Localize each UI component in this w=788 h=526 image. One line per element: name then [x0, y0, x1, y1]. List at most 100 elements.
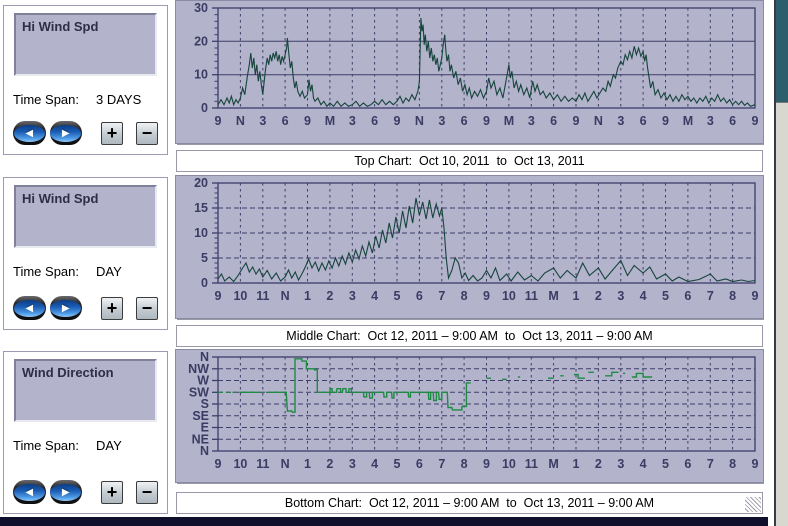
- middle-chart-caption-text: Middle Chart: Oct 12, 2011 – 9:00 AM to …: [286, 329, 653, 343]
- svg-text:9: 9: [215, 457, 222, 471]
- svg-text:6: 6: [282, 114, 289, 128]
- top-time-span-row: Time Span: 3 DAYS: [13, 92, 167, 107]
- svg-text:10: 10: [233, 457, 247, 471]
- svg-text:M: M: [325, 114, 335, 128]
- svg-text:7: 7: [707, 289, 714, 303]
- middle-zoom-out-button[interactable]: −: [136, 296, 158, 320]
- middle-graph-type-listbox[interactable]: Hi Wind Spd: [14, 185, 157, 248]
- bottom-scroll-left-button[interactable]: ◀: [13, 480, 46, 504]
- time-span-label: Time Span:: [13, 438, 79, 453]
- top-scroll-right-button[interactable]: ▶: [49, 121, 82, 145]
- middle-scroll-right-button[interactable]: ▶: [49, 296, 82, 320]
- svg-text:6: 6: [416, 289, 423, 303]
- top-zoom-out-button[interactable]: −: [136, 121, 158, 145]
- svg-text:8: 8: [461, 289, 468, 303]
- svg-text:3: 3: [617, 457, 624, 471]
- svg-text:3: 3: [349, 457, 356, 471]
- middle-time-span-row: Time Span: DAY: [13, 264, 167, 279]
- svg-text:10: 10: [194, 68, 208, 82]
- svg-text:9: 9: [752, 457, 759, 471]
- svg-text:3: 3: [528, 114, 535, 128]
- svg-text:10: 10: [502, 457, 516, 471]
- svg-text:8: 8: [729, 457, 736, 471]
- background-window-teal-area: [776, 0, 788, 102]
- svg-text:2: 2: [595, 289, 602, 303]
- svg-text:M: M: [548, 457, 558, 471]
- svg-text:3: 3: [259, 114, 266, 128]
- bottom-scroll-right-button[interactable]: ▶: [49, 480, 82, 504]
- svg-text:N: N: [200, 350, 209, 364]
- svg-text:9: 9: [483, 457, 490, 471]
- svg-text:7: 7: [707, 457, 714, 471]
- svg-text:10: 10: [502, 289, 516, 303]
- svg-text:5: 5: [662, 289, 669, 303]
- svg-text:5: 5: [394, 457, 401, 471]
- svg-text:1: 1: [573, 457, 580, 471]
- svg-text:5: 5: [201, 251, 208, 265]
- bottom-zoom-in-button[interactable]: +: [101, 480, 123, 504]
- bottom-graph-type-selected: Wind Direction: [22, 365, 114, 380]
- svg-text:9: 9: [394, 114, 401, 128]
- svg-text:6: 6: [729, 114, 736, 128]
- top-scroll-left-button[interactable]: ◀: [13, 121, 46, 145]
- svg-text:9: 9: [752, 289, 759, 303]
- svg-text:20: 20: [194, 176, 208, 190]
- svg-text:9: 9: [662, 114, 669, 128]
- top-chart-plot[interactable]: 0 10 20 30 9 N 3 6 9 M 3 6 9 N 3 6 9 M 3 6 9 N 3 6 9 M 3 6 9: [176, 1, 763, 143]
- svg-text:9: 9: [483, 289, 490, 303]
- svg-text:9: 9: [304, 114, 311, 128]
- svg-text:15: 15: [194, 201, 208, 215]
- left-arrow-icon: ◀: [13, 124, 45, 142]
- svg-text:1: 1: [304, 289, 311, 303]
- bottom-graph-type-listbox[interactable]: Wind Direction: [14, 359, 157, 422]
- top-control-panel: Hi Wind Spd Time Span: 3 DAYS ◀ ▶ + −: [3, 5, 168, 155]
- middle-chart-plot[interactable]: 0 5 10 15 20 9 10 11 N 1 2 3 4 5 6 7 8 9 10 11 M 1 2 3 4 5 6 7 8 9: [176, 176, 763, 318]
- svg-text:6: 6: [416, 457, 423, 471]
- top-chart-caption: Top Chart: Oct 10, 2011 to Oct 13, 2011: [176, 150, 763, 172]
- middle-time-span-value: DAY: [96, 264, 122, 279]
- svg-text:30: 30: [194, 1, 208, 15]
- bottom-zoom-out-button[interactable]: −: [136, 480, 158, 504]
- svg-text:N: N: [281, 289, 290, 303]
- bottom-button-row: ◀ ▶ + −: [13, 480, 158, 504]
- bottom-chart-caption-text: Bottom Chart: Oct 12, 2011 – 9:00 AM to …: [284, 496, 655, 510]
- svg-text:1: 1: [304, 457, 311, 471]
- svg-text:N: N: [200, 444, 209, 458]
- middle-zoom-in-button[interactable]: +: [101, 296, 123, 320]
- svg-text:NE: NE: [192, 432, 209, 446]
- svg-text:4: 4: [371, 289, 378, 303]
- top-button-row: ◀ ▶ + −: [13, 121, 158, 145]
- middle-scroll-left-button[interactable]: ◀: [13, 296, 46, 320]
- top-chart-caption-text: Top Chart: Oct 10, 2011 to Oct 13, 2011: [354, 154, 585, 168]
- svg-text:8: 8: [461, 457, 468, 471]
- top-zoom-in-button[interactable]: +: [101, 121, 123, 145]
- svg-text:2: 2: [595, 457, 602, 471]
- svg-text:6: 6: [684, 457, 691, 471]
- bottom-chart-plot[interactable]: N NW W SW S SE E NE N 9 10 11 N 1 2 3 4 5 6 7 8 9 10 11 M 1 2 3 4 5 6 7…: [176, 350, 763, 482]
- svg-text:9: 9: [483, 114, 490, 128]
- svg-text:M: M: [548, 289, 558, 303]
- svg-text:3: 3: [349, 114, 356, 128]
- svg-text:0: 0: [201, 101, 208, 115]
- svg-text:9: 9: [215, 289, 222, 303]
- svg-text:3: 3: [617, 289, 624, 303]
- svg-text:2: 2: [326, 457, 333, 471]
- svg-text:3: 3: [617, 114, 624, 128]
- bottom-chart-caption: Bottom Chart: Oct 12, 2011 – 9:00 AM to …: [176, 492, 763, 514]
- svg-text:5: 5: [394, 289, 401, 303]
- top-graph-type-listbox[interactable]: Hi Wind Spd: [14, 13, 157, 76]
- top-time-span-value: 3 DAYS: [96, 92, 142, 107]
- svg-text:W: W: [197, 374, 209, 388]
- right-arrow-icon: ▶: [50, 124, 82, 142]
- svg-text:10: 10: [233, 289, 247, 303]
- svg-text:11: 11: [256, 457, 269, 471]
- svg-text:3: 3: [438, 114, 445, 128]
- svg-text:3: 3: [707, 114, 714, 128]
- middle-button-row: ◀ ▶ + −: [13, 296, 158, 320]
- svg-text:9: 9: [573, 114, 580, 128]
- svg-text:1: 1: [573, 289, 580, 303]
- svg-text:9: 9: [752, 114, 759, 128]
- bottom-control-panel: Wind Direction Time Span: DAY ◀ ▶ + −: [3, 351, 168, 514]
- resize-grip-icon[interactable]: [745, 497, 761, 512]
